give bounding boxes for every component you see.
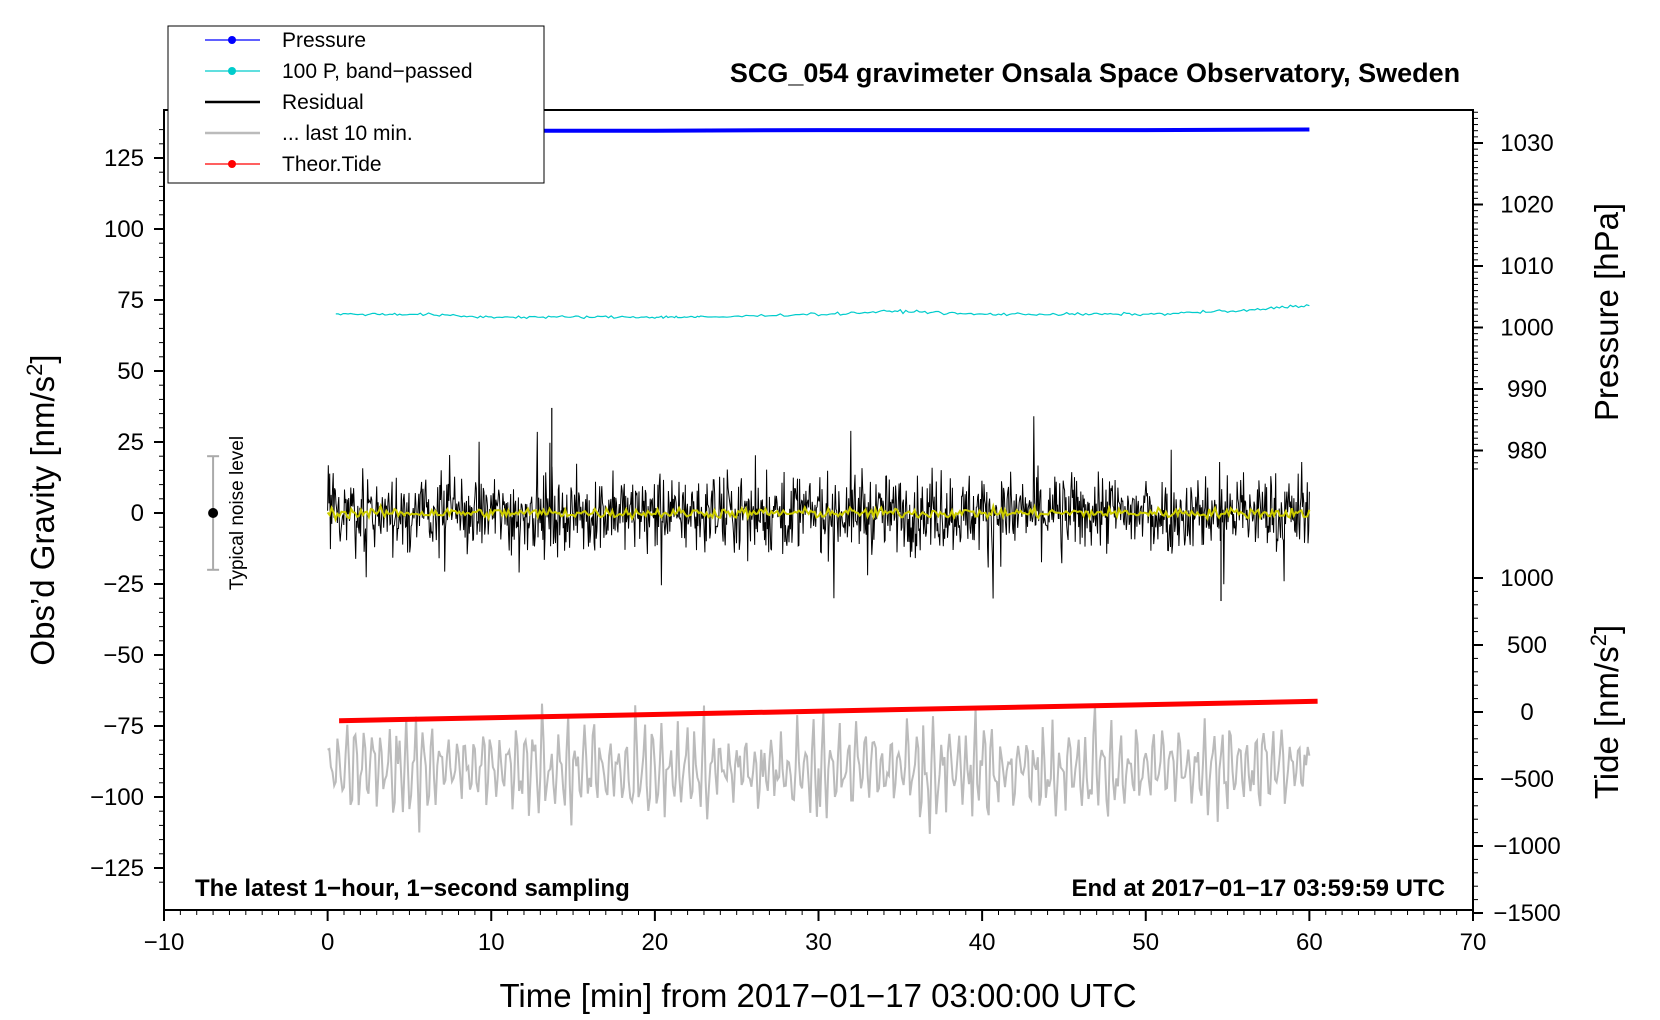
legend-label: ... last 10 min.: [282, 122, 413, 145]
y-left-tick-label: 25: [117, 429, 144, 456]
y-left-tick-label: −100: [90, 784, 144, 811]
pressure-tick-label: 980: [1507, 438, 1547, 465]
tide-tick-label: 500: [1507, 632, 1547, 659]
y-tide-label-text: Tide [nm/s: [1588, 646, 1625, 799]
tide-tick-label: 1000: [1500, 565, 1553, 592]
tide-tick-label: −1000: [1493, 833, 1560, 860]
legend-label: Pressure: [282, 29, 366, 52]
y-left-tick-label: 75: [117, 287, 144, 314]
series-residual-smoothed: [326, 502, 1311, 523]
x-tick-label: 0: [321, 929, 334, 956]
legend-marker: [228, 67, 236, 75]
y-axis-pressure-label: Pressure [hPa]: [1588, 203, 1625, 421]
x-tick-label: 70: [1460, 929, 1487, 956]
x-tick-label: 60: [1296, 929, 1323, 956]
noise-level-indicator: Typical noise level: [207, 436, 248, 590]
legend: Pressure 100 P, band−passed Residual ... la…: [167, 25, 545, 184]
pressure-tick-label: 990: [1507, 376, 1547, 403]
x-tick-label: 40: [969, 929, 996, 956]
x-tick-label: 50: [1132, 929, 1159, 956]
y-left-tick-label: −25: [103, 571, 144, 598]
x-tick-label: 10: [478, 929, 505, 956]
pressure-tick-label: 1000: [1500, 315, 1553, 342]
series-pressure-bandpassed: [335, 304, 1310, 320]
series-layer: [326, 127, 1318, 834]
y-left-tick-label: 100: [104, 216, 144, 243]
y-left-tick-label: 50: [117, 358, 144, 385]
annotation-left: The latest 1−hour, 1−second sampling: [195, 875, 630, 902]
y-left-tick-label: −50: [103, 642, 144, 669]
pressure-tick-label: 1010: [1500, 253, 1553, 280]
tide-tick-label: 0: [1520, 699, 1533, 726]
x-tick-label: 20: [642, 929, 669, 956]
x-tick-label: 30: [805, 929, 832, 956]
y-left-label-text: Obs’d Gravity [nm/s: [24, 376, 61, 666]
x-tick-label: −10: [144, 929, 185, 956]
y-left-tick-label: 0: [131, 500, 144, 527]
noise-level-dot: [208, 508, 219, 518]
legend-marker: [228, 160, 236, 168]
legend-label: Theor.Tide: [282, 153, 382, 176]
bottom-axis: −10 0 10 20 30 40 50 60 70: [144, 910, 1487, 956]
tide-tick-label: −500: [1500, 766, 1554, 793]
series-residual: [327, 416, 1310, 599]
y-axis-tide-label: Tide [nm/s2]: [1586, 625, 1625, 799]
y-left-tick-label: −75: [103, 713, 144, 740]
legend-box: [167, 25, 545, 184]
y-left-tick-label: −125: [90, 855, 144, 882]
series-theor-tide: [339, 698, 1318, 724]
y-tide-label-sup: 2: [1586, 634, 1611, 646]
x-axis-label: Time [min] from 2017−01−17 03:00:00 UTC: [499, 977, 1136, 1014]
tide-tick-label: −1500: [1493, 900, 1560, 927]
left-axis: 125 100 75 50 25 0 −25 −50 −75 −100 −125: [90, 129, 164, 883]
y-tide-label-end: ]: [1588, 625, 1625, 634]
pressure-tick-label: 1030: [1500, 130, 1553, 157]
legend-label: 100 P, band−passed: [282, 60, 473, 83]
legend-marker: [228, 36, 236, 44]
y-left-tick-label: 125: [104, 145, 144, 172]
y-axis-left-label: Obs’d Gravity [nm/s2]: [22, 354, 61, 665]
y-left-label-end: ]: [24, 354, 61, 363]
series-last-10-min: [327, 703, 1311, 834]
noise-level-label: Typical noise level: [227, 436, 248, 590]
chart-title: SCG_054 gravimeter Onsala Space Observat…: [730, 58, 1460, 88]
annotation-right: End at 2017−01−17 03:59:59 UTC: [1071, 875, 1445, 902]
right-axis: 1030 1020 1010 1000 990 980 1000 500 0 −500 −1000 −…: [1473, 111, 1561, 927]
y-left-label-sup: 2: [22, 364, 47, 376]
legend-label: Residual: [282, 91, 364, 114]
pressure-tick-label: 1020: [1500, 192, 1553, 219]
